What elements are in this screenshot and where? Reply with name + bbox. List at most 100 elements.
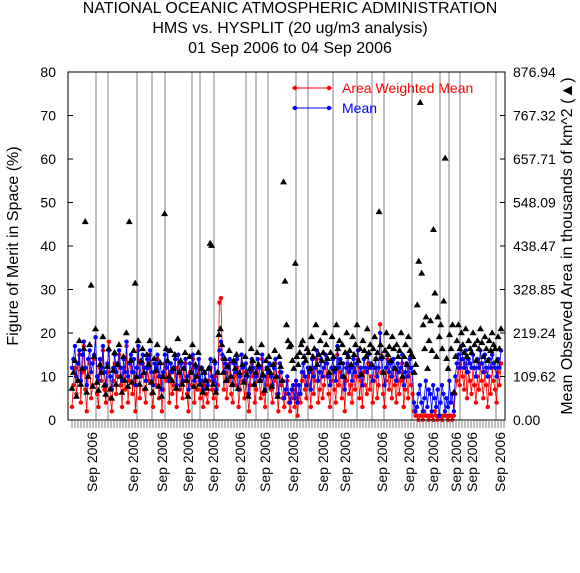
awm-point bbox=[261, 391, 266, 397]
y-tick-label-0: 0 bbox=[48, 412, 56, 428]
mean-point bbox=[279, 369, 284, 375]
area-point bbox=[449, 321, 457, 328]
awm-point bbox=[429, 413, 434, 418]
mean-point bbox=[401, 383, 406, 388]
mean-point bbox=[329, 365, 334, 370]
area-point bbox=[144, 360, 152, 367]
legend-marker-1 bbox=[292, 105, 298, 111]
area-point bbox=[306, 364, 314, 371]
area-point bbox=[416, 99, 424, 106]
awm-point bbox=[254, 387, 259, 392]
area-point bbox=[127, 356, 135, 363]
awm-point bbox=[282, 404, 287, 410]
area-point bbox=[346, 347, 354, 354]
area-point bbox=[349, 333, 357, 340]
area-point bbox=[92, 325, 100, 332]
area-point bbox=[288, 356, 296, 363]
area-point bbox=[90, 353, 98, 360]
mean-point bbox=[80, 352, 85, 357]
area-point bbox=[363, 325, 371, 332]
mean-point bbox=[183, 356, 188, 362]
y2-tick-label-1: 109.62 bbox=[513, 369, 556, 385]
area-point bbox=[77, 380, 85, 387]
area-point bbox=[208, 241, 216, 248]
awm-point bbox=[497, 383, 502, 388]
area-point bbox=[402, 341, 410, 348]
area-point bbox=[231, 364, 239, 371]
mean-point bbox=[237, 374, 243, 379]
mean-point bbox=[374, 374, 380, 379]
area-point bbox=[125, 218, 133, 225]
mean-point bbox=[285, 374, 290, 379]
area-point bbox=[340, 372, 348, 379]
mean-point bbox=[457, 365, 462, 370]
area-point bbox=[290, 364, 298, 371]
awm-point bbox=[491, 378, 496, 384]
chart-title-line3: 01 Sep 2006 to 04 Sep 2006 bbox=[188, 40, 392, 57]
mean-point bbox=[321, 365, 327, 370]
mean-point bbox=[140, 352, 145, 357]
awm-point bbox=[457, 383, 462, 388]
area-point bbox=[93, 378, 101, 385]
legend-label-1: Mean bbox=[342, 100, 377, 116]
awm-point bbox=[262, 404, 268, 410]
awm-point bbox=[374, 396, 380, 401]
area-point bbox=[359, 337, 367, 344]
awm-point bbox=[494, 400, 499, 405]
awm-point bbox=[304, 396, 309, 401]
mean-point bbox=[187, 361, 193, 366]
area-point bbox=[262, 356, 270, 363]
area-point bbox=[256, 376, 264, 383]
area-point bbox=[356, 345, 364, 352]
area-point bbox=[397, 329, 405, 336]
mean-point bbox=[125, 374, 131, 379]
mean-point bbox=[282, 396, 287, 401]
awm-point bbox=[224, 396, 229, 401]
y-tick-label-3: 30 bbox=[40, 282, 56, 298]
awm-point bbox=[111, 378, 116, 384]
area-point bbox=[159, 372, 167, 379]
awm-point bbox=[69, 404, 75, 410]
area-point bbox=[240, 378, 248, 385]
awm-point bbox=[279, 383, 284, 388]
awm-point bbox=[252, 400, 258, 405]
awm-point bbox=[186, 409, 191, 414]
area-point bbox=[249, 356, 257, 363]
x-tick-label-9: Sep 2006 bbox=[337, 432, 353, 492]
area-point bbox=[268, 382, 276, 389]
area-point bbox=[128, 378, 136, 385]
area-point bbox=[385, 343, 393, 350]
mean-point bbox=[456, 352, 461, 357]
mean-point bbox=[419, 400, 424, 405]
area-point bbox=[440, 297, 448, 304]
mean-point bbox=[100, 343, 106, 349]
x-tick-label-4: Sep 2006 bbox=[205, 432, 221, 492]
area-point bbox=[422, 313, 430, 320]
area-point bbox=[387, 356, 395, 363]
awm-point bbox=[198, 396, 203, 401]
mean-point bbox=[302, 374, 308, 379]
mean-point bbox=[248, 369, 253, 375]
mean-point bbox=[283, 387, 288, 392]
area-point bbox=[453, 337, 461, 344]
area-point bbox=[163, 356, 171, 363]
awm-point bbox=[174, 404, 179, 410]
awm-point bbox=[211, 396, 216, 401]
awm-point bbox=[137, 396, 143, 401]
awm-point bbox=[287, 409, 293, 414]
area-point bbox=[302, 356, 310, 363]
area-point bbox=[213, 368, 221, 375]
mean-point bbox=[398, 365, 403, 370]
area-point bbox=[114, 360, 122, 367]
mean-point bbox=[479, 361, 485, 366]
mean-point bbox=[184, 374, 190, 379]
area-point bbox=[451, 353, 459, 360]
awm-point bbox=[360, 404, 365, 410]
plot-frame bbox=[67, 71, 506, 421]
series-layer bbox=[68, 99, 505, 423]
y2-tick-label-8: 876.94 bbox=[513, 64, 556, 80]
area-point bbox=[102, 390, 110, 397]
area-point bbox=[425, 337, 433, 344]
area-point bbox=[296, 349, 304, 356]
mean-point bbox=[190, 352, 196, 357]
